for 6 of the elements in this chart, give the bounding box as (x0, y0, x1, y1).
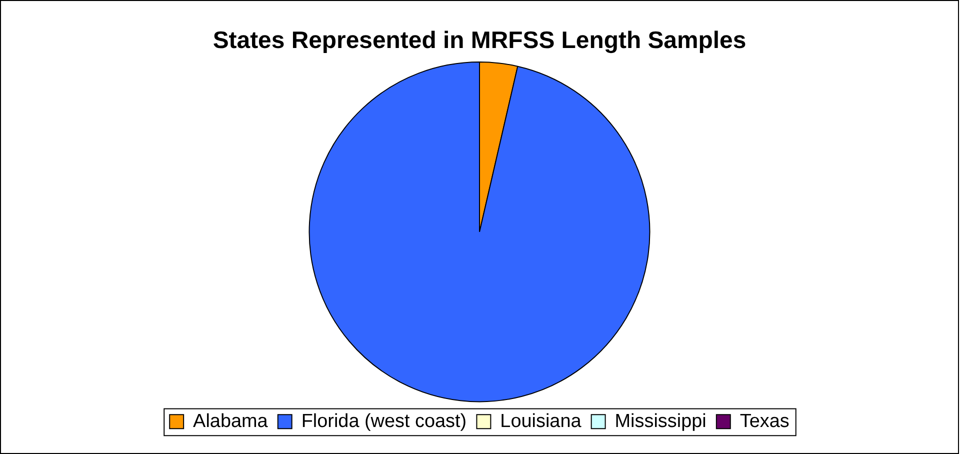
legend-label: Mississippi (614, 410, 706, 432)
chart-title: States Represented in MRFSS Length Samples (212, 26, 746, 54)
legend-label: Texas (740, 410, 790, 432)
legend-label: Alabama (193, 410, 268, 432)
legend-label: Louisiana (500, 410, 582, 432)
legend-label: Florida (west coast) (301, 410, 467, 432)
